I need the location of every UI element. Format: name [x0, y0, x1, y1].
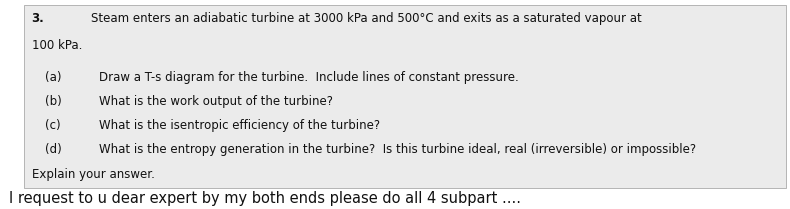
Text: (a): (a) [45, 71, 62, 84]
Text: I request to u dear expert by my both ends please do all 4 subpart ....: I request to u dear expert by my both en… [9, 191, 521, 206]
Text: (c): (c) [45, 119, 61, 132]
Text: What is the isentropic efficiency of the turbine?: What is the isentropic efficiency of the… [99, 119, 380, 132]
Text: (d): (d) [45, 143, 62, 156]
Text: (b): (b) [45, 95, 62, 108]
Text: Steam enters an adiabatic turbine at 3000 kPa and 500°C and exits as a saturated: Steam enters an adiabatic turbine at 300… [91, 12, 641, 25]
Text: What is the entropy generation in the turbine?  Is this turbine ideal, real (irr: What is the entropy generation in the tu… [99, 143, 696, 156]
Text: 100 kPa.: 100 kPa. [32, 40, 82, 52]
Text: Draw a T-s diagram for the turbine.  Include lines of constant pressure.: Draw a T-s diagram for the turbine. Incl… [99, 71, 518, 84]
Text: Explain your answer.: Explain your answer. [32, 168, 155, 181]
Text: 3.: 3. [32, 12, 44, 25]
FancyBboxPatch shape [24, 5, 786, 188]
Text: What is the work output of the turbine?: What is the work output of the turbine? [99, 95, 333, 108]
